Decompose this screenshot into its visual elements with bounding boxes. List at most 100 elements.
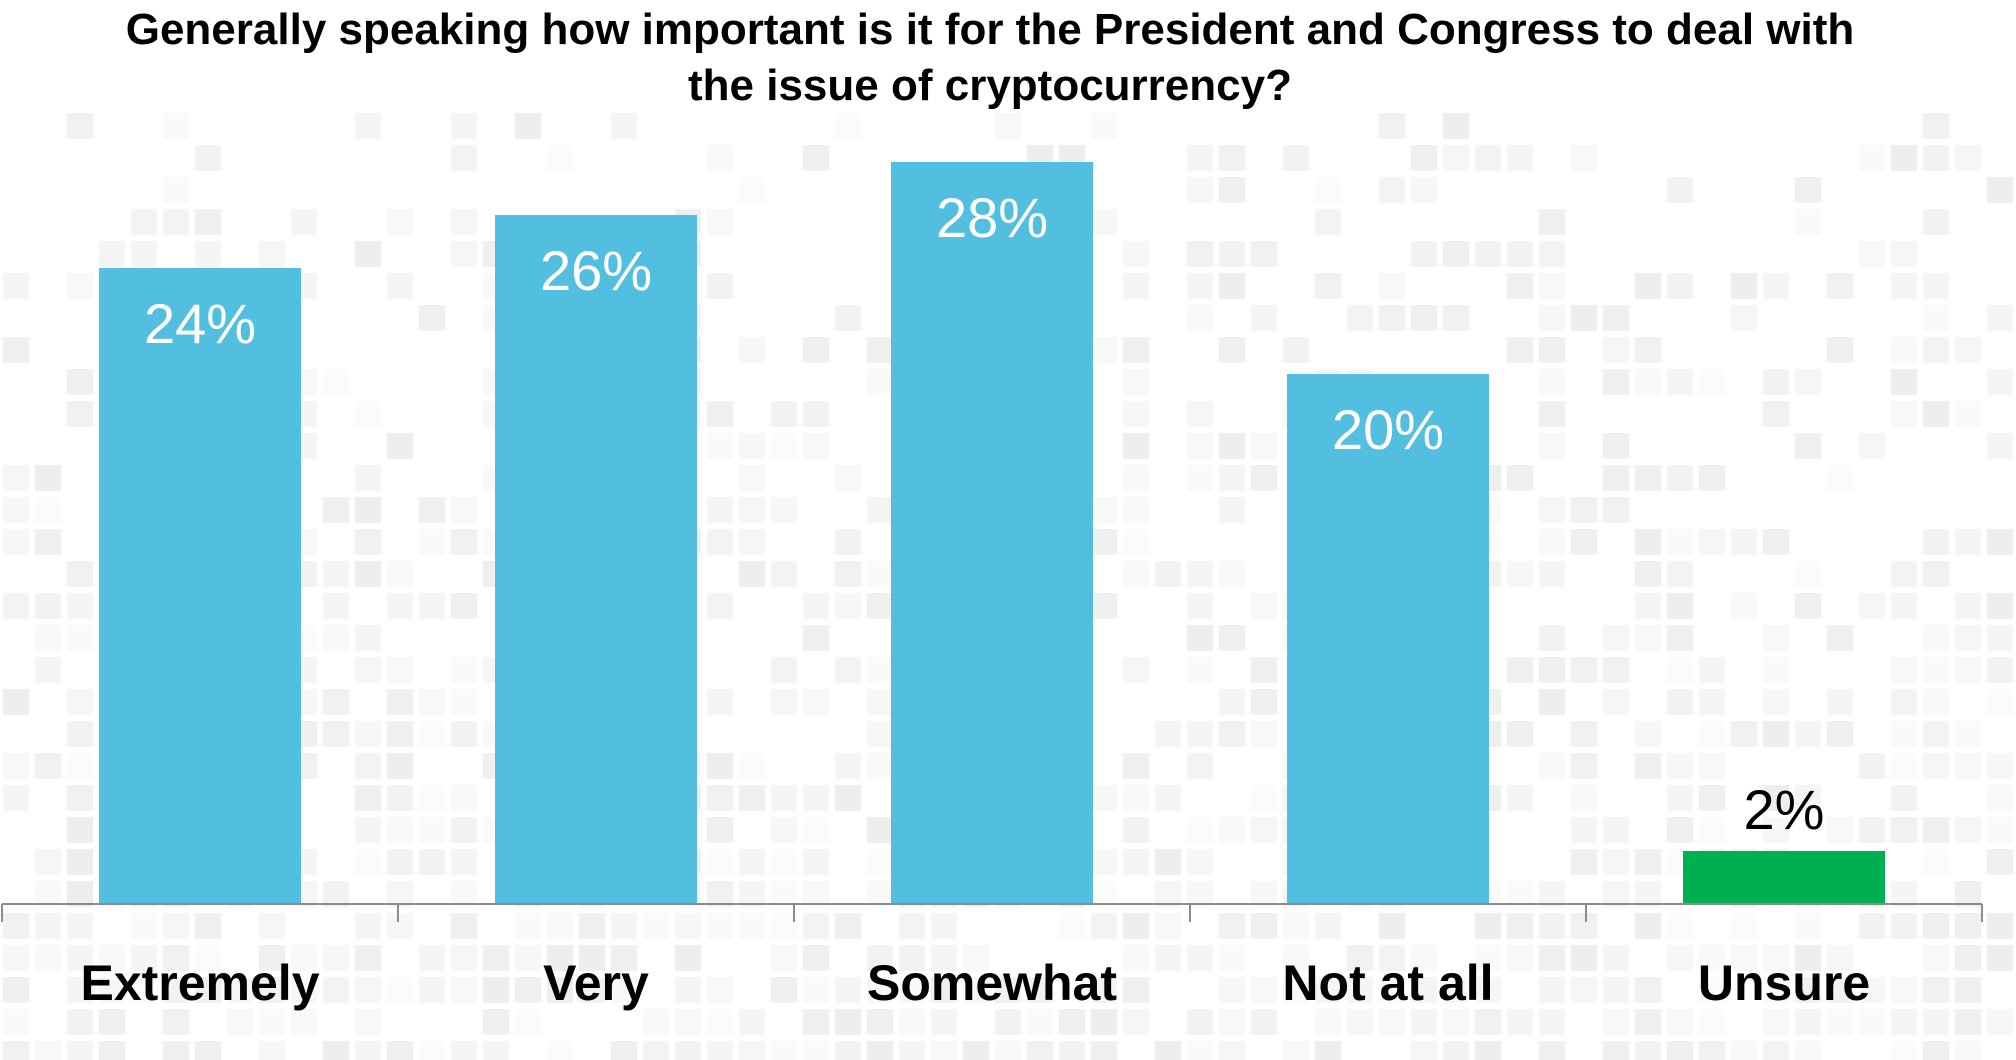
- bg-square: [1123, 337, 1149, 363]
- bg-square: [1731, 593, 1757, 619]
- bg-square: [1923, 401, 1949, 427]
- bg-square: [1635, 465, 1661, 491]
- bg-square: [1091, 593, 1117, 619]
- bg-square: [1987, 177, 2013, 203]
- bg-square: [547, 1041, 573, 1060]
- bg-square: [1507, 241, 1533, 267]
- bg-square: [1379, 305, 1405, 331]
- bg-square: [771, 497, 797, 523]
- bg-square: [3, 785, 29, 811]
- bg-square: [163, 209, 189, 235]
- bg-square: [1379, 177, 1405, 203]
- bg-square: [3, 465, 29, 491]
- bg-square: [163, 977, 189, 1003]
- bg-square: [323, 977, 349, 1003]
- bg-square: [67, 753, 93, 779]
- bg-square: [835, 753, 861, 779]
- bg-square: [1667, 529, 1693, 555]
- bg-square: [1059, 913, 1085, 939]
- bg-square: [675, 913, 701, 939]
- bg-square: [1091, 913, 1117, 939]
- bg-square: [611, 945, 637, 971]
- bg-square: [419, 689, 445, 715]
- bg-square: [1091, 785, 1117, 811]
- bg-square: [1731, 1041, 1757, 1060]
- bg-square: [1891, 273, 1917, 299]
- bg-square: [803, 337, 829, 363]
- bg-square: [451, 977, 477, 1003]
- bg-square: [1251, 977, 1277, 1003]
- bg-square: [483, 945, 509, 971]
- bg-square: [1635, 529, 1661, 555]
- bg-square: [1763, 273, 1789, 299]
- bg-square: [1315, 209, 1341, 235]
- bg-square: [3, 689, 29, 715]
- bg-square: [1251, 305, 1277, 331]
- bg-square: [1795, 913, 1821, 939]
- bg-square: [419, 721, 445, 747]
- bg-square: [419, 497, 445, 523]
- bg-square: [1795, 1041, 1821, 1060]
- bg-square: [1443, 113, 1469, 139]
- bg-square: [1251, 657, 1277, 683]
- bg-square: [1699, 785, 1725, 811]
- bg-square: [1091, 1009, 1117, 1035]
- bg-square: [707, 977, 733, 1003]
- bg-square: [67, 689, 93, 715]
- bg-square: [1667, 753, 1693, 779]
- bg-square: [707, 881, 733, 907]
- bg-square: [1123, 753, 1149, 779]
- bg-square: [707, 529, 733, 555]
- bg-square: [1955, 529, 1981, 555]
- bg-square: [419, 305, 445, 331]
- bar-extremely: [99, 268, 301, 904]
- bg-square: [739, 785, 765, 811]
- bg-square: [1219, 433, 1245, 459]
- bg-square: [3, 1009, 29, 1035]
- bg-square: [1635, 625, 1661, 651]
- bg-square: [1827, 337, 1853, 363]
- bg-square: [1539, 497, 1565, 523]
- bg-square: [707, 1009, 733, 1035]
- bg-square: [1283, 145, 1309, 171]
- bg-square: [451, 113, 477, 139]
- bg-square: [1219, 241, 1245, 267]
- bg-square: [1891, 241, 1917, 267]
- bg-square: [1571, 753, 1597, 779]
- value-label: 26%: [540, 239, 652, 302]
- bg-square: [1219, 1041, 1245, 1060]
- bg-square: [1667, 561, 1693, 587]
- bg-square: [1251, 689, 1277, 715]
- bg-square: [1219, 497, 1245, 523]
- bg-square: [1187, 721, 1213, 747]
- bg-square: [1667, 177, 1693, 203]
- bg-square: [1827, 465, 1853, 491]
- bg-square: [1987, 433, 2013, 459]
- bg-square: [1155, 945, 1181, 971]
- bg-square: [1571, 977, 1597, 1003]
- bg-square: [1891, 337, 1917, 363]
- bg-square: [419, 849, 445, 875]
- bg-square: [1763, 401, 1789, 427]
- bg-square: [1699, 753, 1725, 779]
- bg-square: [1635, 913, 1661, 939]
- bg-square: [1955, 881, 1981, 907]
- bg-square: [1507, 785, 1533, 811]
- bg-square: [1891, 369, 1917, 395]
- bg-square: [1539, 753, 1565, 779]
- bg-square: [1187, 241, 1213, 267]
- bg-square: [707, 497, 733, 523]
- bg-square: [835, 977, 861, 1003]
- bg-square: [1155, 881, 1181, 907]
- bg-square: [163, 1041, 189, 1060]
- bg-square: [1539, 657, 1565, 683]
- bg-square: [1059, 1041, 1085, 1060]
- bg-square: [1123, 273, 1149, 299]
- bg-square: [1795, 945, 1821, 971]
- bg-square: [1027, 977, 1053, 1003]
- bg-square: [1763, 977, 1789, 1003]
- bg-square: [1955, 1009, 1981, 1035]
- bg-square: [99, 1009, 125, 1035]
- bg-square: [35, 657, 61, 683]
- bg-square: [1891, 881, 1917, 907]
